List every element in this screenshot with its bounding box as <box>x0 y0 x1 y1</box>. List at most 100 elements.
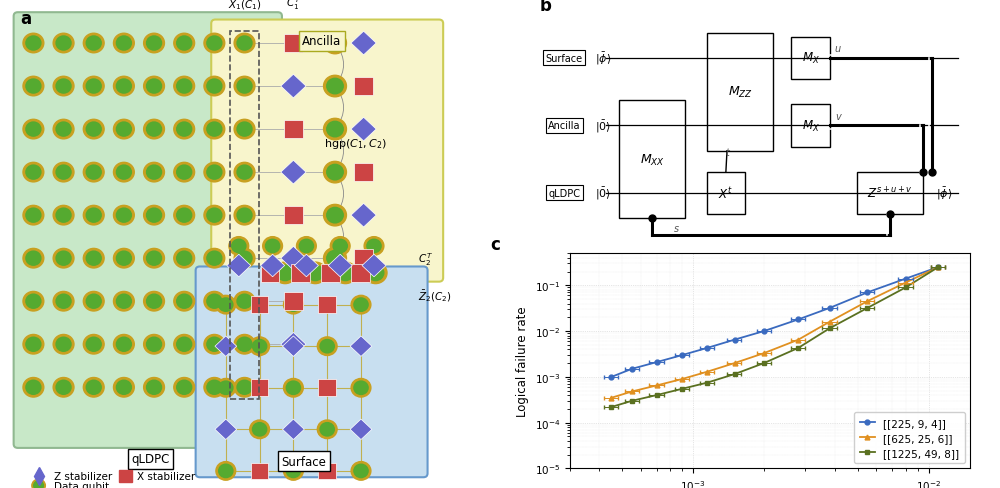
Bar <box>284 121 303 139</box>
Bar <box>321 264 340 282</box>
Text: c: c <box>490 236 500 253</box>
Circle shape <box>237 252 252 265</box>
Text: Ancilla: Ancilla <box>302 35 342 48</box>
Circle shape <box>86 338 101 351</box>
Circle shape <box>177 80 192 94</box>
Circle shape <box>147 37 162 51</box>
Circle shape <box>144 335 164 354</box>
Circle shape <box>56 381 71 394</box>
Circle shape <box>207 166 222 180</box>
Circle shape <box>147 123 162 137</box>
Circle shape <box>116 123 131 137</box>
Circle shape <box>324 76 346 98</box>
Circle shape <box>234 120 255 140</box>
Circle shape <box>26 166 41 180</box>
Circle shape <box>265 240 280 253</box>
FancyBboxPatch shape <box>619 101 685 219</box>
Circle shape <box>116 252 131 265</box>
Circle shape <box>116 37 131 51</box>
[[625, 25, 6]] <box>932 264 944 270</box>
Circle shape <box>232 240 246 253</box>
Circle shape <box>26 381 41 394</box>
Circle shape <box>56 338 71 351</box>
[[1225, 49, 8]] <box>626 398 638 404</box>
[[625, 25, 6]] <box>758 350 770 356</box>
[[625, 25, 6]] <box>651 383 663 388</box>
Circle shape <box>174 292 195 311</box>
Circle shape <box>113 34 134 54</box>
Text: $M_{XX}$: $M_{XX}$ <box>640 152 665 167</box>
Circle shape <box>56 295 71 308</box>
Circle shape <box>32 479 45 488</box>
Circle shape <box>116 338 131 351</box>
Circle shape <box>252 423 267 436</box>
Circle shape <box>204 378 225 397</box>
Circle shape <box>364 263 387 284</box>
Circle shape <box>234 163 255 183</box>
Text: a: a <box>20 10 32 28</box>
Bar <box>251 463 268 479</box>
Circle shape <box>83 292 104 311</box>
Circle shape <box>26 37 41 51</box>
Circle shape <box>26 123 41 137</box>
Circle shape <box>234 77 255 97</box>
FancyBboxPatch shape <box>196 267 428 477</box>
Text: b: b <box>540 0 552 15</box>
Circle shape <box>337 265 354 281</box>
[[625, 25, 6]] <box>626 389 638 395</box>
[[1225, 49, 8]] <box>758 361 770 366</box>
Bar <box>284 207 303 224</box>
Circle shape <box>252 340 267 353</box>
Text: qLDPC: qLDPC <box>548 188 580 199</box>
Text: Surface: Surface <box>281 455 326 468</box>
Circle shape <box>113 335 134 354</box>
Circle shape <box>53 77 74 97</box>
Text: $C_1^T$: $C_1^T$ <box>286 0 301 12</box>
[[225, 9, 4]] <box>651 360 663 366</box>
Bar <box>251 297 268 313</box>
Bar <box>318 463 336 479</box>
Circle shape <box>53 206 74 225</box>
Circle shape <box>320 340 334 353</box>
Circle shape <box>204 206 225 225</box>
Text: X stabilizer: X stabilizer <box>137 471 196 481</box>
Circle shape <box>83 120 104 140</box>
Bar <box>318 380 336 396</box>
Text: $\bar{Z}_2(C_2)$: $\bar{Z}_2(C_2)$ <box>418 287 452 303</box>
Circle shape <box>113 163 134 183</box>
[[225, 9, 4]] <box>932 264 944 270</box>
[[1225, 49, 8]] <box>651 392 663 398</box>
Circle shape <box>147 381 162 394</box>
Circle shape <box>307 265 323 281</box>
Polygon shape <box>281 75 306 99</box>
Circle shape <box>351 296 371 314</box>
Circle shape <box>56 37 71 51</box>
Text: s: s <box>674 224 679 234</box>
[[625, 25, 6]] <box>824 319 836 325</box>
[[1225, 49, 8]] <box>676 386 688 392</box>
Circle shape <box>86 80 101 94</box>
Circle shape <box>56 80 71 94</box>
[[225, 9, 4]] <box>824 305 836 311</box>
[[1225, 49, 8]] <box>792 345 804 351</box>
Circle shape <box>144 378 164 397</box>
Polygon shape <box>351 32 376 56</box>
Circle shape <box>83 163 104 183</box>
Line: [[1225, 49, 8]]: [[1225, 49, 8]] <box>609 265 941 409</box>
Circle shape <box>317 420 337 439</box>
Bar <box>318 297 336 313</box>
Circle shape <box>237 381 252 394</box>
Text: u: u <box>835 44 841 54</box>
Polygon shape <box>350 419 372 440</box>
Circle shape <box>204 335 225 354</box>
Circle shape <box>177 209 192 223</box>
Circle shape <box>327 36 343 52</box>
[[225, 9, 4]] <box>676 352 688 358</box>
[[1225, 49, 8]] <box>900 285 912 291</box>
Circle shape <box>284 296 303 314</box>
Circle shape <box>23 292 44 311</box>
Circle shape <box>174 378 195 397</box>
Circle shape <box>207 295 222 308</box>
Circle shape <box>234 292 255 311</box>
Circle shape <box>26 209 41 223</box>
